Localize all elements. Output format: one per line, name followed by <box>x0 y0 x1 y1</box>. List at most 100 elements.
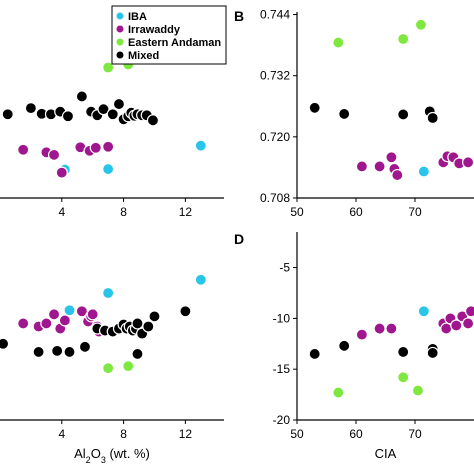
point-irrawaddy <box>89 141 102 154</box>
point-irrawaddy <box>385 151 398 164</box>
point-mixed <box>61 110 75 123</box>
panel-tag-b: B <box>234 8 244 24</box>
y-tick-label: 0.708 <box>260 191 290 205</box>
data-points <box>0 273 207 375</box>
point-irrawaddy <box>47 308 61 321</box>
point-irrawaddy <box>86 308 99 321</box>
point-mixed <box>148 310 161 323</box>
y-tick-label: -10 <box>273 311 291 325</box>
x-tick-label: 4 <box>58 205 65 219</box>
data-points <box>308 305 474 399</box>
point-mixed <box>308 347 321 361</box>
point-irrawaddy <box>373 322 386 335</box>
y-tick-label: 0.732 <box>260 69 290 83</box>
legend-marker-iba <box>116 12 124 20</box>
y-tick-label: -5 <box>279 261 290 275</box>
x-tick-label: 4 <box>58 427 65 441</box>
point-mixed <box>32 345 45 359</box>
y-tick-label: 0.720 <box>260 130 290 144</box>
point-iba <box>194 139 207 152</box>
panel-c: 4 8 12 Al2O3 (wt. %) <box>0 273 224 465</box>
x-tick-label: 60 <box>349 427 363 441</box>
legend-box <box>111 5 227 65</box>
point-mixed <box>131 317 144 330</box>
y-tick-label: 0.744 <box>260 8 290 22</box>
point-irrawaddy <box>40 317 53 330</box>
point-mixed <box>338 339 351 352</box>
point-mixed <box>146 114 160 127</box>
legend-label-eastern-andaman: Eastern Andaman <box>128 37 221 49</box>
y-tick-label: -20 <box>273 413 291 427</box>
point-irrawaddy <box>47 148 61 161</box>
point-mixed <box>1 108 14 121</box>
x-axis-label: CIA <box>375 446 397 461</box>
x-tick-label: 50 <box>290 205 304 219</box>
point-eastern-andaman <box>397 32 410 46</box>
point-irrawaddy <box>17 143 30 156</box>
legend-marker-eastern-andaman <box>116 38 124 46</box>
x-tick-label: 12 <box>179 205 193 219</box>
panel-a: 4 8 12 <box>0 58 224 219</box>
point-mixed <box>112 97 126 111</box>
point-irrawaddy <box>385 322 398 335</box>
x-tick-label: 8 <box>120 205 127 219</box>
y-tick-label: -15 <box>273 362 291 376</box>
x-tick-label: 70 <box>408 205 422 219</box>
point-irrawaddy <box>373 160 386 173</box>
point-irrawaddy <box>440 322 453 335</box>
point-irrawaddy <box>355 160 368 173</box>
point-mixed <box>338 107 351 121</box>
point-iba <box>417 305 430 318</box>
legend-label-iba: IBA <box>128 11 147 23</box>
point-iba <box>417 165 430 178</box>
x-tick-label: 12 <box>179 427 193 441</box>
point-mixed <box>426 111 439 125</box>
point-mixed <box>397 108 410 121</box>
x-tick-label: 70 <box>408 427 422 441</box>
point-irrawaddy <box>75 305 88 318</box>
point-irrawaddy <box>58 314 71 327</box>
point-irrawaddy <box>462 317 474 330</box>
data-points <box>1 58 207 179</box>
point-eastern-andaman <box>102 61 115 74</box>
point-eastern-andaman <box>102 362 115 375</box>
point-iba <box>63 304 76 317</box>
point-iba <box>102 162 115 176</box>
legend-marker-mixed <box>116 51 124 59</box>
point-irrawaddy <box>391 168 404 182</box>
point-irrawaddy <box>462 156 474 169</box>
point-mixed <box>51 344 64 357</box>
point-irrawaddy <box>464 305 474 318</box>
point-mixed <box>179 305 192 318</box>
panel-b: 50 60 70 0.708 0.720 0.732 0.744 <box>260 8 474 219</box>
legend-label-mixed: Mixed <box>128 50 159 62</box>
point-mixed <box>24 102 37 115</box>
panel-d: 50 60 70 -20 -15 -10 -5 CIA <box>273 232 474 461</box>
point-mixed <box>75 90 88 103</box>
data-points <box>308 18 474 182</box>
point-mixed <box>142 320 155 333</box>
x-tick-label: 50 <box>290 427 304 441</box>
legend-label-irrawaddy: Irrawaddy <box>128 24 181 36</box>
point-eastern-andaman <box>122 360 135 373</box>
point-eastern-andaman <box>411 384 425 397</box>
point-mixed <box>78 340 92 353</box>
x-tick-label: 60 <box>349 205 363 219</box>
point-eastern-andaman <box>332 386 345 399</box>
point-mixed <box>131 347 144 361</box>
point-eastern-andaman <box>332 36 345 49</box>
point-iba <box>102 286 115 300</box>
point-mixed <box>397 345 410 359</box>
point-eastern-andaman <box>397 371 410 384</box>
point-mixed <box>426 346 439 360</box>
point-iba <box>194 273 207 286</box>
x-tick-label: 8 <box>120 427 127 441</box>
point-mixed <box>308 101 321 114</box>
point-mixed <box>63 345 76 359</box>
point-irrawaddy <box>355 328 368 341</box>
point-irrawaddy <box>450 319 463 332</box>
point-irrawaddy <box>102 140 115 153</box>
panel-tag-d: D <box>234 231 244 247</box>
point-eastern-andaman <box>414 18 427 31</box>
